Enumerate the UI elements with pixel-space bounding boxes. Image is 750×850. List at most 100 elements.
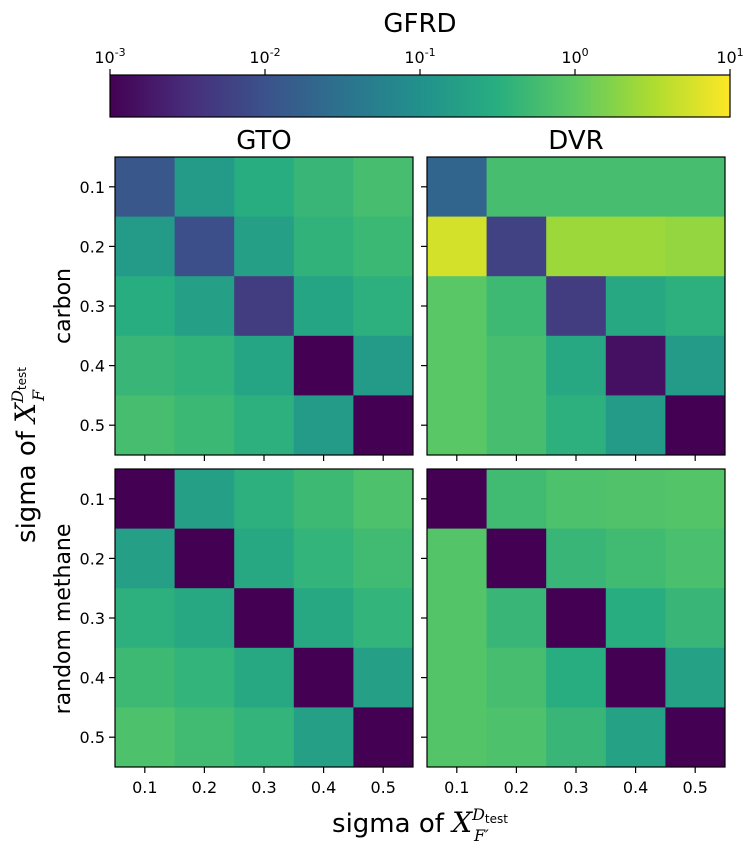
colorbar-tick-exponent: -2 xyxy=(270,46,281,59)
heatmap-cell xyxy=(486,216,547,277)
y-tick-label: 0.5 xyxy=(80,416,105,435)
heatmap-cell xyxy=(486,395,547,456)
heatmap-cell xyxy=(665,647,726,708)
heatmap-cell xyxy=(115,216,176,277)
heatmap-carbon-gto: 0.1 0.2 0.3 0.4 0.5 xyxy=(80,156,414,461)
heatmap-cell xyxy=(115,528,176,589)
colorbar-tick-exponent: 0 xyxy=(582,46,589,59)
heatmap-cell xyxy=(115,395,176,456)
heatmap-cell xyxy=(234,335,295,396)
heatmap-cell xyxy=(665,395,726,456)
y-tick-label: 0.5 xyxy=(80,728,105,747)
heatmap-cell xyxy=(174,469,235,530)
heatmap-cell xyxy=(353,335,414,396)
heatmap-cell xyxy=(546,588,607,649)
x-axis-label-prefix: sigma of xyxy=(332,809,452,839)
heatmap-cell xyxy=(665,216,726,277)
heatmap-cell xyxy=(605,216,666,277)
colorbar-tick-base: 10 xyxy=(94,48,114,67)
heatmap-cell xyxy=(234,395,295,456)
colorbar-tick-base: 10 xyxy=(404,48,424,67)
heatmap-cell xyxy=(293,335,354,396)
heatmap-cell xyxy=(486,528,547,589)
heatmap-cell xyxy=(427,335,488,396)
colorbar-tick-label: 10-3 xyxy=(94,46,125,67)
x-tick-label: 0.3 xyxy=(251,778,276,797)
heatmap-cell xyxy=(234,469,295,530)
heatmap-cell xyxy=(605,528,666,589)
x-tick-label: 0.4 xyxy=(311,778,336,797)
heatmap-cell xyxy=(546,707,607,768)
heatmap-cell xyxy=(665,588,726,649)
y-tick-label: 0.4 xyxy=(80,357,105,376)
colorbar-tick-exponent: -3 xyxy=(115,46,126,59)
x-tick-label: 0.2 xyxy=(192,778,217,797)
heatmap-cell xyxy=(605,335,666,396)
y-axis-label-var: X xyxy=(9,402,42,425)
heatmap-cell xyxy=(605,469,666,530)
x-tick-label: 0.2 xyxy=(504,778,529,797)
heatmap-cell xyxy=(605,276,666,337)
heatmap-cell xyxy=(293,707,354,768)
heatmap-cell xyxy=(293,395,354,456)
heatmap-cell xyxy=(293,469,354,530)
heatmap-cell xyxy=(115,588,176,649)
heatmap-cell xyxy=(605,395,666,456)
colorbar-tick-base: 10 xyxy=(561,48,581,67)
y-axis-label-sup: D xyxy=(8,390,27,404)
x-axis-label-sup-sub: test xyxy=(485,812,508,826)
heatmap-cell xyxy=(353,469,414,530)
colorbar-tick-exponent: 1 xyxy=(737,46,744,59)
heatmap-cell xyxy=(353,276,414,337)
colorbar-title: GFRD xyxy=(383,9,456,39)
heatmap-cell xyxy=(293,157,354,218)
heatmap-cell xyxy=(427,588,488,649)
heatmap-cell xyxy=(234,647,295,708)
y-axis-label: sigma of XDtestF xyxy=(8,367,48,543)
x-axis-label-sub: F′ xyxy=(473,826,489,845)
heatmap-cell xyxy=(174,335,235,396)
heatmap-cell xyxy=(546,216,607,277)
heatmap-cell xyxy=(665,528,726,589)
colorbar-gradient xyxy=(109,74,731,118)
heatmap-cell xyxy=(486,707,547,768)
heatmap-cell xyxy=(546,157,607,218)
x-axis-label-var: X xyxy=(450,806,473,839)
heatmap-cell xyxy=(605,647,666,708)
heatmap-cell xyxy=(293,528,354,589)
heatmap-cell xyxy=(665,276,726,337)
colorbar-tick-label: 10-1 xyxy=(404,46,435,67)
x-tick-label: 0.1 xyxy=(444,778,469,797)
heatmap-cell xyxy=(293,588,354,649)
heatmap-carbon-dvr xyxy=(421,156,726,461)
colorbar-tick-exponent: -1 xyxy=(425,46,436,59)
y-tick-label: 0.1 xyxy=(80,178,105,197)
heatmap-cell xyxy=(546,528,607,589)
x-tick-label: 0.3 xyxy=(563,778,588,797)
colorbar: GFRD 10-3 10-2 10-1 100 101 xyxy=(94,9,744,118)
heatmap-cell xyxy=(486,157,547,218)
heatmap-cell xyxy=(605,707,666,768)
colorbar-tick-base: 10 xyxy=(716,48,736,67)
heatmap-cell xyxy=(115,157,176,218)
colorbar-tick-label: 100 xyxy=(561,46,588,67)
heatmap-cell xyxy=(546,276,607,337)
heatmap-cell xyxy=(486,588,547,649)
heatmap-cell xyxy=(115,335,176,396)
heatmap-cell xyxy=(174,528,235,589)
heatmap-cell xyxy=(427,707,488,768)
heatmap-cell xyxy=(293,276,354,337)
y-tick-label: 0.3 xyxy=(80,297,105,316)
heatmap-cell xyxy=(546,395,607,456)
heatmap-cell xyxy=(665,157,726,218)
column-title-gto: GTO xyxy=(236,126,292,156)
y-tick-label: 0.2 xyxy=(80,549,105,568)
heatmap-cell xyxy=(605,157,666,218)
heatmap-methane-dvr: 0.1 0.2 0.3 0.4 0.5 xyxy=(421,468,726,797)
heatmap-cell xyxy=(665,469,726,530)
heatmap-cell xyxy=(486,335,547,396)
heatmap-cell xyxy=(605,588,666,649)
heatmap-cell xyxy=(115,469,176,530)
heatmap-cell xyxy=(353,588,414,649)
